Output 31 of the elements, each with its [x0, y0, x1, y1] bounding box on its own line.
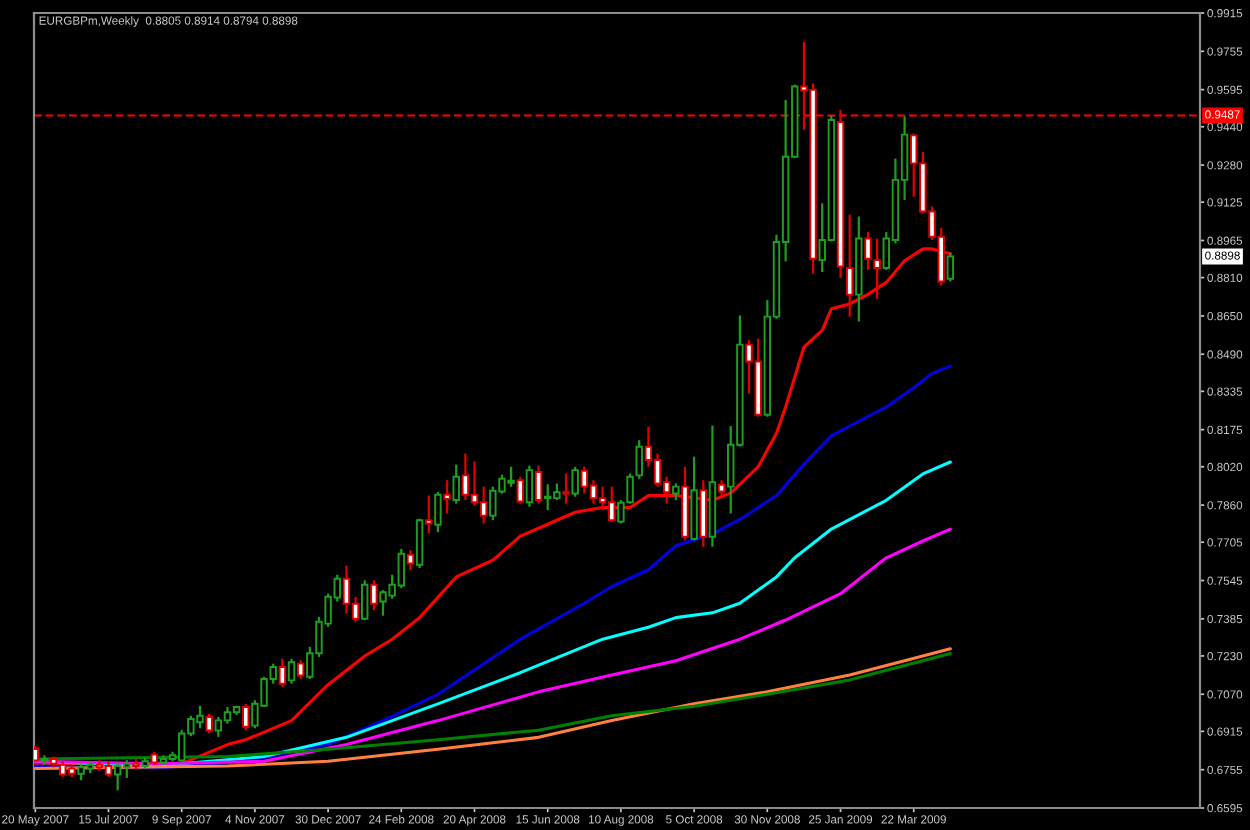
candlestick — [40, 754, 49, 767]
candlestick — [516, 475, 524, 505]
line-series — [34, 364, 952, 771]
candlestick — [278, 657, 287, 688]
line-series — [34, 527, 952, 766]
line-series — [34, 247, 952, 766]
candlestick — [406, 548, 415, 572]
candlestick — [425, 494, 433, 535]
candlestick — [361, 579, 369, 622]
candlestick — [205, 712, 213, 735]
candlestick — [287, 657, 296, 685]
candlestick — [452, 463, 460, 505]
candlestick — [479, 485, 488, 525]
candlestick — [653, 452, 662, 488]
candlestick — [214, 715, 223, 738]
candlestick — [946, 251, 955, 283]
candlestick — [434, 491, 442, 534]
candlestick — [296, 659, 305, 681]
candlestick — [635, 439, 643, 480]
candlestick — [342, 564, 351, 615]
candlestick — [443, 479, 451, 515]
candlestick — [699, 479, 707, 548]
candlestick — [580, 465, 589, 495]
candlestick — [461, 452, 470, 502]
candlestick — [370, 579, 378, 612]
candlestick — [415, 517, 424, 570]
candlestick — [571, 465, 579, 498]
candlestick — [534, 464, 543, 505]
candlestick — [242, 702, 250, 732]
candlestick — [562, 472, 570, 505]
candlestick — [525, 464, 534, 508]
